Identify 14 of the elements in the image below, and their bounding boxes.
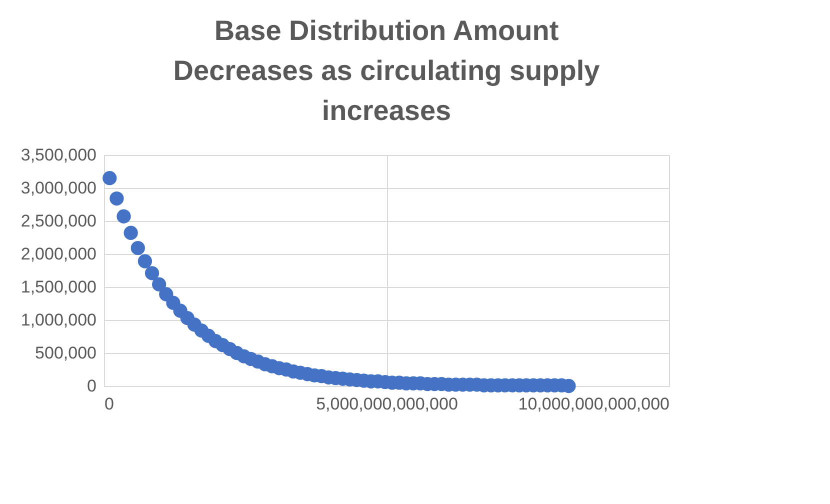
y-tick-label: 2,500,000 — [20, 212, 96, 230]
x-tick-label: 5,000,000,000,000 — [316, 394, 458, 414]
text: Base Distribution Amount — [214, 15, 559, 46]
y-tick-label: 1,000,000 — [20, 310, 96, 330]
y-tick-label: 3,000,000 — [20, 178, 96, 198]
text: Decreases as circulating supply — [173, 55, 600, 86]
y-tick-label: 2,000,000 — [20, 244, 96, 264]
text: increases — [322, 95, 452, 126]
y-tick-label: 3,500,000 — [20, 146, 96, 164]
x-tick-label: 0 — [104, 394, 114, 414]
y-tick-label: 1,500,000 — [20, 278, 96, 296]
y-tick-label: 0 — [87, 376, 96, 396]
x-tick-label: 10,000,000,000,000 — [518, 394, 670, 414]
y-tick-label: 500,000 — [35, 344, 96, 362]
